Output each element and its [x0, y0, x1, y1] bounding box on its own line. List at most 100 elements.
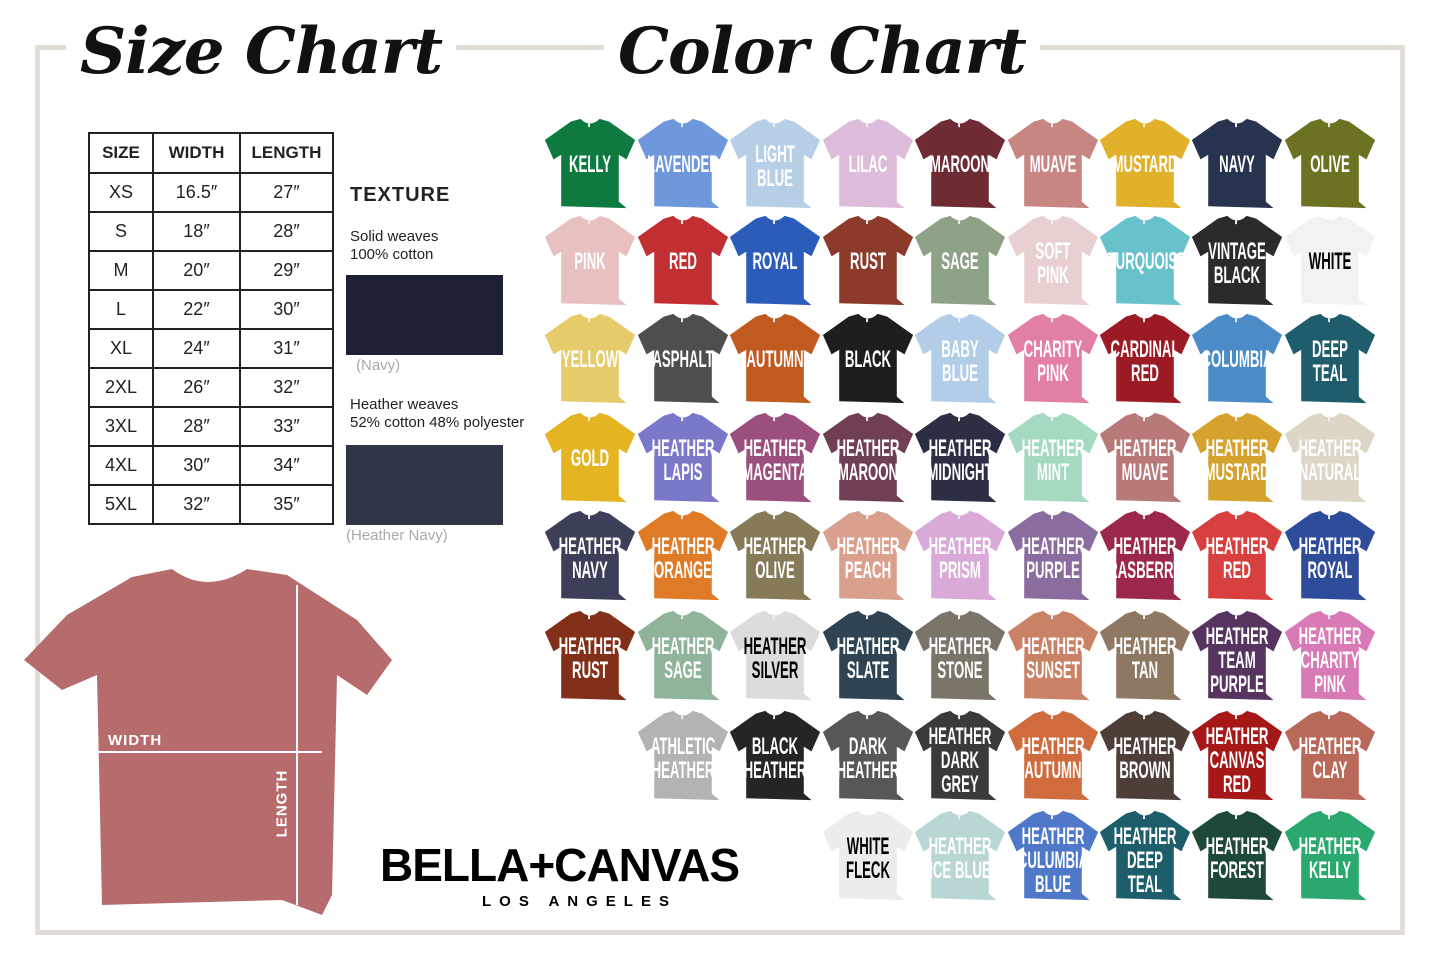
color-name: BLACK	[844, 345, 892, 373]
color-swatch-shirt: HEATHER OLIVE	[727, 509, 823, 601]
color-name: HEATHER SILVER	[743, 632, 807, 684]
width-cell: 24″	[152, 328, 241, 369]
color-swatch-shirt: RED	[635, 214, 731, 306]
color-swatch-shirt: YELLOW	[542, 312, 638, 404]
size-row: L 22″ 30″	[88, 289, 334, 330]
size-row: 4XL 30″ 34″	[88, 445, 334, 486]
color-swatch-shirt: SOFT PINK	[1005, 214, 1101, 306]
tshirt-icon	[822, 610, 914, 701]
color-swatch-shirt: HEATHER AUTUMN	[1005, 709, 1101, 801]
tshirt-icon	[729, 118, 821, 209]
color-name: RED	[669, 247, 697, 275]
size-row: 5XL 32″ 35″	[88, 484, 334, 525]
color-swatch-shirt: MAROON	[912, 117, 1008, 209]
tshirt-icon	[1284, 610, 1376, 701]
tshirt-icon	[637, 510, 729, 601]
color-name: SAGE	[941, 247, 979, 275]
color-name: RUST	[850, 247, 886, 275]
length-cell: 34″	[239, 445, 334, 486]
color-name: HEATHER NATURAL	[1298, 434, 1362, 486]
tshirt-diagram-icon	[24, 569, 392, 915]
tshirt-icon	[822, 510, 914, 601]
tshirt-icon	[914, 215, 1006, 306]
tshirt-icon	[1191, 710, 1283, 801]
color-swatch-shirt: HEATHER SLATE	[820, 609, 916, 701]
size-row: XS 16.5″ 27″	[88, 172, 334, 213]
color-name: MAROON	[929, 150, 991, 178]
color-name: HEATHER KELLY	[1298, 832, 1362, 884]
color-name: VINTAGE BLACK	[1208, 237, 1266, 289]
color-name: ASPHALT	[652, 345, 714, 373]
header-length: LENGTH	[239, 132, 334, 174]
color-swatch-shirt: HEATHER NATURAL	[1282, 411, 1378, 503]
heather-navy-caption: (Heather Navy)	[346, 527, 448, 544]
color-name: TURQUOISE	[1107, 247, 1187, 275]
color-swatch-shirt: HEATHER ROYAL	[1282, 509, 1378, 601]
color-swatch-shirt: HEATHER RED	[1189, 509, 1285, 601]
size-row: S 18″ 28″	[88, 211, 334, 252]
width-cell: 16.5″	[152, 172, 241, 213]
color-swatch-shirt: CARDINAL RED	[1097, 312, 1193, 404]
tshirt-icon	[914, 510, 1006, 601]
measurement-diagram: WIDTH LENGTH	[22, 565, 394, 917]
color-swatch-shirt: KELLY	[542, 117, 638, 209]
color-name: MUSTARD	[1112, 150, 1178, 178]
tshirt-icon	[822, 215, 914, 306]
size-chart-title: Size Chart	[66, 14, 457, 89]
tshirt-icon	[1191, 118, 1283, 209]
color-name: YELLOW	[561, 345, 619, 373]
color-name: HEATHER ROYAL	[1298, 532, 1362, 584]
tshirt-icon	[1284, 810, 1376, 901]
color-name: HEATHER DARK GREY	[928, 722, 992, 798]
color-name: AUTUMN	[746, 345, 804, 373]
tshirt-icon	[1099, 412, 1191, 503]
color-swatch-shirt: VINTAGE BLACK	[1189, 214, 1285, 306]
tshirt-icon	[637, 215, 729, 306]
color-swatch-shirt: HEATHER BROWN	[1097, 709, 1193, 801]
color-name: HEATHER CULUMBIA BLUE	[1017, 822, 1089, 898]
color-swatch-shirt: LIGHT BLUE	[727, 117, 823, 209]
tshirt-icon	[914, 610, 1006, 701]
tshirt-icon	[544, 412, 636, 503]
length-cell: 28″	[239, 211, 334, 252]
tshirt-icon	[544, 510, 636, 601]
color-swatch-shirt: HEATHER TEAM PURPLE	[1189, 609, 1285, 701]
size-row: 2XL 26″ 32″	[88, 367, 334, 408]
tshirt-icon	[637, 313, 729, 404]
length-cell: 27″	[239, 172, 334, 213]
color-name: HEATHER FOREST	[1205, 832, 1269, 884]
tshirt-icon	[637, 710, 729, 801]
color-swatch-shirt: LILAC	[820, 117, 916, 209]
color-swatch-shirt: HEATHER SAGE	[635, 609, 731, 701]
tshirt-icon	[1284, 313, 1376, 404]
color-name: HEATHER RED	[1205, 532, 1269, 584]
color-swatch-shirt: AUTUMN	[727, 312, 823, 404]
color-name: NAVY	[1219, 150, 1255, 178]
size-table: SIZE WIDTH LENGTH XS 16.5″ 27″ S 18″ 28″ M 20″ 2…	[88, 132, 334, 525]
tshirt-icon	[1007, 118, 1099, 209]
tshirt-icon	[1284, 510, 1376, 601]
color-swatch-shirt: HEATHER DARK GREY	[912, 709, 1008, 801]
color-swatch-shirt: DEEP TEAL	[1282, 312, 1378, 404]
color-swatch-shirt: HEATHER RASBERRY	[1097, 509, 1193, 601]
size-cell: S	[88, 211, 154, 252]
tshirt-icon	[1284, 215, 1376, 306]
color-swatch-shirt: BABY BLUE	[912, 312, 1008, 404]
size-cell: L	[88, 289, 154, 330]
brand-subtitle: LOS ANGELES	[482, 893, 677, 910]
color-swatch-shirt: DARK HEATHER	[820, 709, 916, 801]
tshirt-icon	[544, 215, 636, 306]
color-swatch-shirt: WHITE	[1282, 214, 1378, 306]
tshirt-icon	[544, 118, 636, 209]
color-swatch-shirt: HEATHER FOREST	[1189, 809, 1285, 901]
tshirt-icon	[544, 313, 636, 404]
color-name: HEATHER STONE	[928, 632, 992, 684]
color-swatch-shirt: HEATHER STONE	[912, 609, 1008, 701]
tshirt-icon	[822, 810, 914, 901]
color-name: LAVENDER	[647, 150, 719, 178]
color-name: BABY BLUE	[941, 335, 979, 387]
color-name: HEATHER TAN	[1113, 632, 1177, 684]
color-name: HEATHER MAGENTA	[742, 434, 808, 486]
width-cell: 28″	[152, 406, 241, 447]
color-swatch-shirt: HEATHER PURPLE	[1005, 509, 1101, 601]
